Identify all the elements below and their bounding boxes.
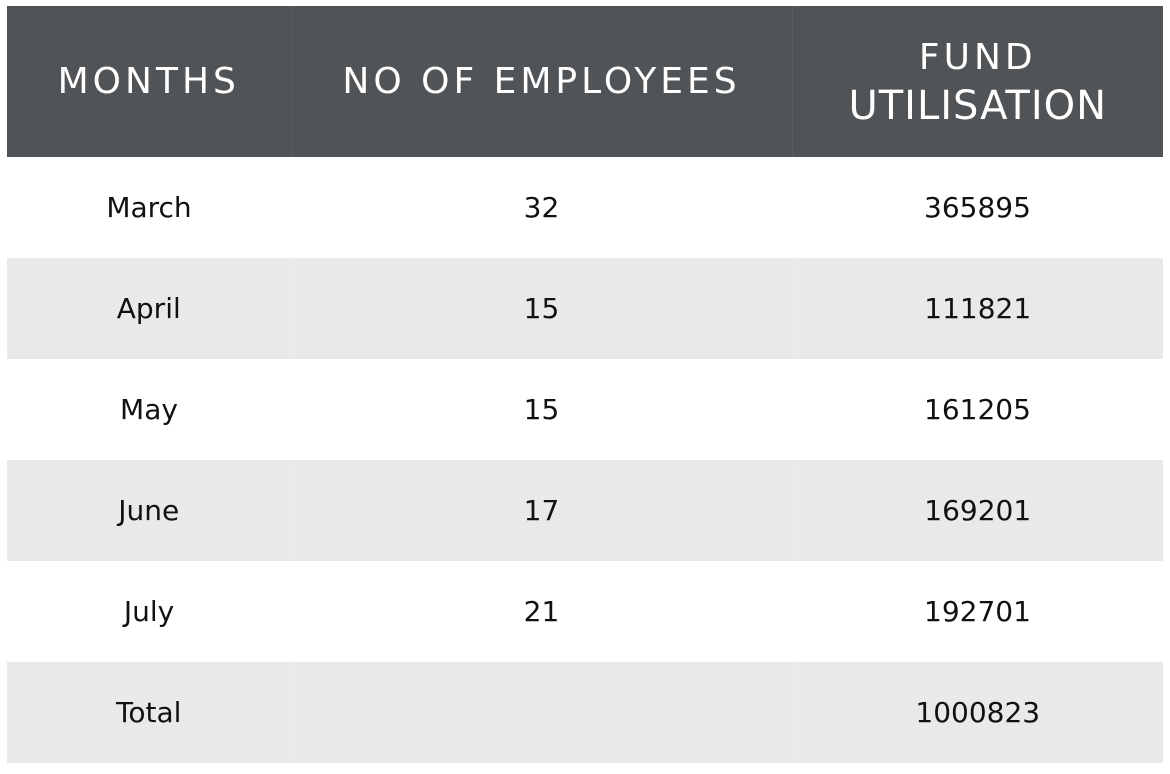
header-row: MONTHS NO OF EMPLOYEES FUND UTILISATION <box>7 6 1163 157</box>
cell-month: June <box>7 460 291 561</box>
cell-employees: 21 <box>291 561 792 662</box>
cell-employees: 17 <box>290 460 792 561</box>
cell-month: March <box>7 157 291 258</box>
fund-utilisation-table: MONTHS NO OF EMPLOYEES FUND UTILISATION … <box>7 6 1163 763</box>
cell-employees: 15 <box>291 359 792 460</box>
cell-employees: 32 <box>291 157 792 258</box>
header-fund-utilisation: FUND UTILISATION <box>791 6 1163 157</box>
table-row: June 17 169201 <box>7 460 1163 561</box>
table-header: MONTHS NO OF EMPLOYEES FUND UTILISATION <box>7 6 1163 157</box>
table-row: April 15 111821 <box>7 258 1163 359</box>
header-employees: NO OF EMPLOYEES <box>290 6 792 157</box>
header-fund-line-2: UTILISATION <box>848 82 1108 129</box>
cell-fund: 169201 <box>791 460 1163 561</box>
fund-utilisation-table-container: MONTHS NO OF EMPLOYEES FUND UTILISATION … <box>7 6 1163 763</box>
table-row: March 32 365895 <box>7 157 1163 258</box>
table-row: July 21 192701 <box>7 561 1163 662</box>
cell-month: May <box>7 359 291 460</box>
table-body: March 32 365895 April 15 111821 May 15 1… <box>7 157 1163 763</box>
table-row-total: Total 1000823 <box>7 662 1163 763</box>
cell-employees: 15 <box>290 258 792 359</box>
header-months: MONTHS <box>7 6 291 157</box>
cell-fund: 365895 <box>792 157 1163 258</box>
cell-month: Total <box>7 662 291 763</box>
cell-employees <box>290 662 792 763</box>
cell-fund: 161205 <box>792 359 1163 460</box>
cell-month: April <box>7 258 291 359</box>
cell-month: July <box>7 561 291 662</box>
table-row: May 15 161205 <box>7 359 1163 460</box>
cell-fund: 1000823 <box>791 662 1163 763</box>
header-fund-line-1: FUND <box>918 36 1037 78</box>
cell-fund: 111821 <box>791 258 1163 359</box>
cell-fund: 192701 <box>792 561 1163 662</box>
